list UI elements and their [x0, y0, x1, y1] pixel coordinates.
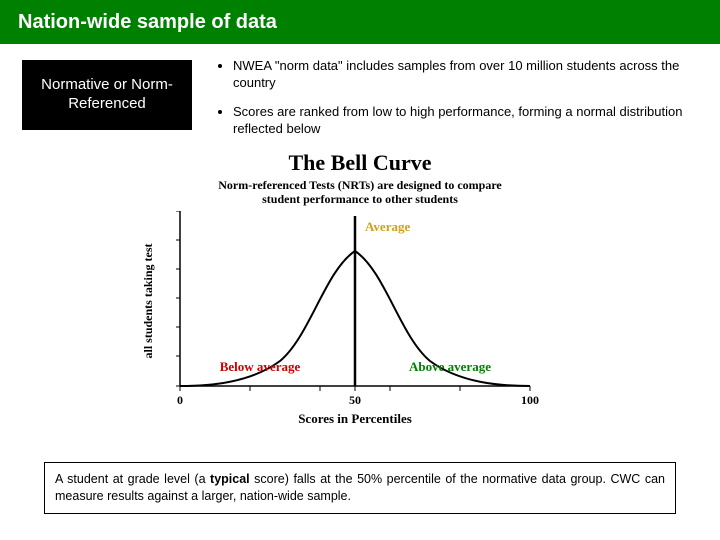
- chart-subtitle-line2: student performance to other students: [262, 192, 458, 206]
- footer-note: A student at grade level (a typical scor…: [44, 462, 676, 514]
- bullet-list: NWEA "norm data" includes samples from o…: [215, 58, 695, 150]
- bullet-1: NWEA "norm data" includes samples from o…: [233, 58, 695, 92]
- xtick-0: 0: [177, 393, 183, 407]
- footer-pre: A student at grade level (a: [55, 472, 210, 486]
- chart-title: The Bell Curve: [130, 150, 590, 176]
- slide-title: Nation-wide sample of data: [18, 11, 277, 34]
- above-average-label: Above average: [409, 359, 491, 374]
- chart-subtitle: Norm-referenced Tests (NRTs) are designe…: [130, 178, 590, 207]
- xtick-100: 100: [521, 393, 539, 407]
- chart-subtitle-line1: Norm-referenced Tests (NRTs) are designe…: [218, 178, 502, 192]
- chart-svg: Average Below average Above average 0 50…: [130, 211, 590, 441]
- footer-bold: typical: [210, 472, 250, 486]
- y-axis-label: all students taking test: [141, 243, 155, 358]
- slide: Nation-wide sample of data Normative or …: [0, 0, 720, 540]
- left-callout-text: Normative or Norm-Referenced: [30, 76, 184, 114]
- title-bar: Nation-wide sample of data: [0, 0, 720, 44]
- bell-curve-chart: The Bell Curve Norm-referenced Tests (NR…: [130, 150, 590, 450]
- left-callout-box: Normative or Norm-Referenced: [22, 60, 192, 130]
- bullet-2: Scores are ranked from low to high perfo…: [233, 104, 695, 138]
- below-average-label: Below average: [220, 359, 301, 374]
- xtick-50: 50: [349, 393, 361, 407]
- x-axis-label: Scores in Percentiles: [298, 411, 412, 426]
- average-label: Average: [365, 219, 410, 234]
